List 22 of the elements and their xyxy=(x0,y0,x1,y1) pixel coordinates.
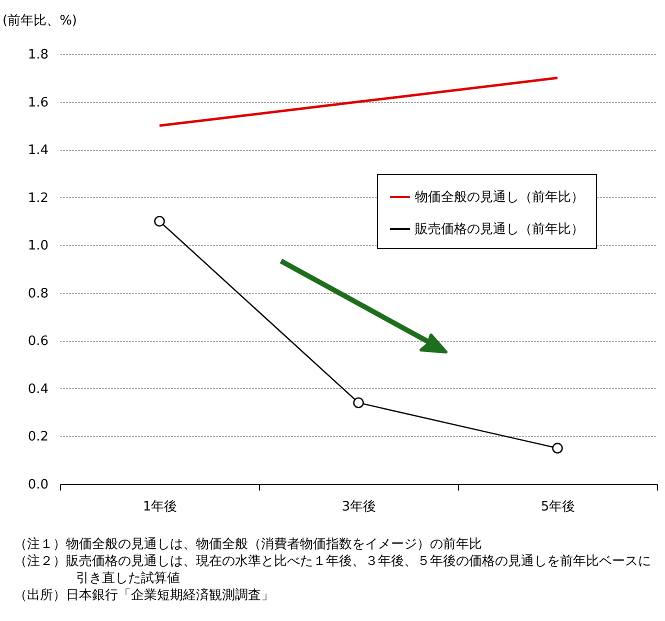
text: （注１）物価全般の見通しは、物価全般（消費者物価指数をイメージ）の前年比 xyxy=(14,536,483,553)
y-tick-label: 1.8 xyxy=(28,48,48,62)
legend-label: 物価全般の見通し（前年比） xyxy=(415,190,584,205)
point xyxy=(353,397,364,408)
x-tick-label: 5年後 xyxy=(540,500,576,514)
point xyxy=(154,216,165,227)
point xyxy=(552,442,563,454)
y-tick-label: 0.0 xyxy=(28,478,48,492)
legend-label: 販売価格の見通し（前年比） xyxy=(415,222,584,237)
y-tick-label: 0.6 xyxy=(28,334,48,350)
text: （注２）販売価格の見通しは、現在の水準と比べた１年後、３年後、５年後の価格の見通しを前年比ベースに引き直した試算値 xyxy=(14,553,652,587)
y-tick-label: 1.2 xyxy=(28,190,48,206)
y-tick-label: 1.4 xyxy=(28,143,48,158)
text: （出所）日本銀行「企業短期経済観測調査」 xyxy=(14,587,275,604)
x-tick-label: 3年後 xyxy=(342,500,376,514)
y-axis-title: (前年比、%) xyxy=(2,14,77,28)
y-tick-label: 1.0 xyxy=(28,238,48,254)
y-tick-label: 0.8 xyxy=(28,286,48,302)
x-tick-label: 1年後 xyxy=(142,500,178,514)
y-tick-label: 0.4 xyxy=(28,382,48,397)
y-tick-label: 1.6 xyxy=(28,95,48,110)
y-tick-label: 0.2 xyxy=(28,430,48,445)
